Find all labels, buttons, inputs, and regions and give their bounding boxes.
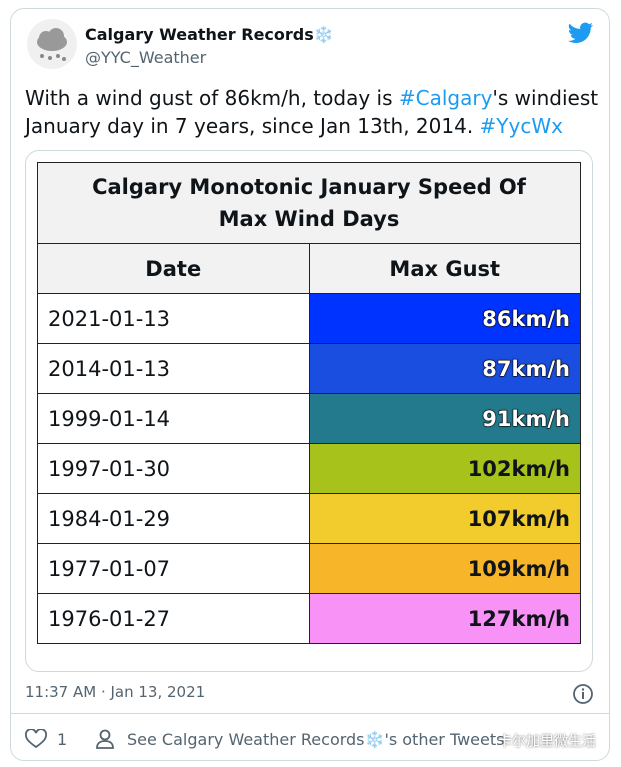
date-cell: 2021-01-13 — [37, 293, 310, 344]
text-segment: 's windiest January day in 7 years, sinc… — [25, 86, 599, 138]
gust-cell: 102km/h — [308, 443, 581, 494]
like-icon[interactable] — [25, 729, 47, 749]
title-row: Calgary Monotonic January Speed Of Max W… — [37, 162, 581, 244]
gust-cell: 109km/h — [308, 543, 581, 594]
date-cell: 1976-01-27 — [37, 593, 310, 644]
column-header: Max Gust — [308, 243, 581, 294]
gust-cell: 127km/h — [308, 593, 581, 644]
gust-cell: 107km/h — [308, 493, 581, 544]
tweet-text: With a wind gust of 86km/h, today is #Ca… — [25, 84, 605, 140]
table-row: 1976-01-27 127km/h — [37, 593, 581, 644]
table-row: 1997-01-30 102km/h — [37, 443, 581, 494]
twitter-logo[interactable] — [568, 22, 594, 44]
hashtag[interactable]: #YycWx — [479, 114, 563, 138]
table-row: 1977-01-07 109km/h — [37, 543, 581, 594]
gust-cell: 86km/h — [308, 293, 581, 344]
table-row: 1984-01-29 107km/h — [37, 493, 581, 544]
date-cell: 1997-01-30 — [37, 443, 310, 494]
profile-icon[interactable] — [95, 728, 115, 750]
watermark: 卡尔加里微生活 — [498, 734, 596, 750]
text-segment: With a wind gust of 86km/h, today is — [25, 86, 399, 110]
date-cell: 1999-01-14 — [37, 393, 310, 444]
records-table: Calgary Monotonic January Speed Of Max W… — [37, 162, 581, 644]
header-row: Date Max Gust — [37, 243, 581, 294]
gust-cell: 91km/h — [308, 393, 581, 444]
gust-cell: 87km/h — [308, 343, 581, 394]
like-count[interactable]: 1 — [57, 730, 68, 749]
tweet-card — [10, 8, 610, 761]
date-cell: 1977-01-07 — [37, 543, 310, 594]
timestamp[interactable]: 11:37 AM · Jan 13, 2021 — [25, 683, 206, 701]
author-handle[interactable]: @YYC_Weather — [85, 48, 207, 67]
other-tweets-link[interactable]: See Calgary Weather Records❄️'s other Tw… — [127, 730, 505, 749]
table-title: Calgary Monotonic January Speed Of Max W… — [37, 162, 581, 244]
info-icon[interactable] — [572, 683, 594, 705]
date-cell: 1984-01-29 — [37, 493, 310, 544]
media-frame — [25, 150, 593, 672]
date-cell: 2014-01-13 — [37, 343, 310, 394]
hashtag[interactable]: #Calgary — [398, 86, 493, 110]
table-row: 2014-01-13 87km/h — [37, 343, 581, 394]
author-name[interactable]: Calgary Weather Records❄️ — [85, 25, 334, 44]
table-row: 2021-01-13 86km/h — [37, 293, 581, 344]
table-row: 1999-01-14 91km/h — [37, 393, 581, 444]
column-header: Date — [37, 243, 310, 294]
avatar — [27, 19, 77, 69]
divider — [11, 713, 609, 714]
